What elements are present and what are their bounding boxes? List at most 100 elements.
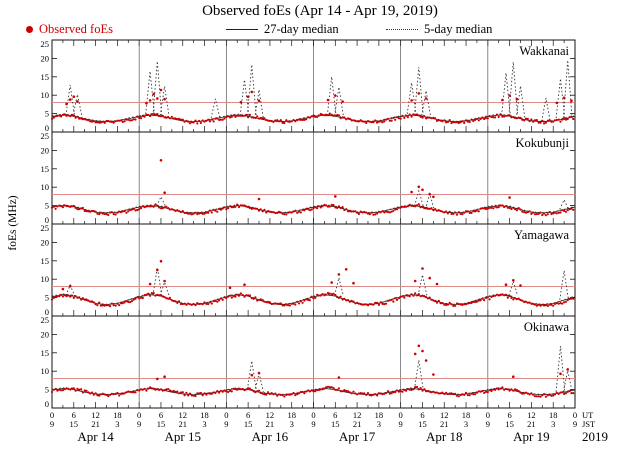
- observed-spike-dot: [148, 99, 152, 102]
- day-label: Apr 14: [77, 429, 114, 444]
- jst-tick-label: 9: [486, 419, 490, 429]
- ut-tick-label: 0: [311, 410, 315, 420]
- median5-spike: [210, 98, 221, 119]
- day-label: Apr 17: [339, 429, 376, 444]
- ut-tick-label: 12: [266, 410, 275, 420]
- y-tick-label: 20: [41, 237, 50, 247]
- jst-tick-label: 15: [70, 419, 79, 429]
- median5-spike: [152, 61, 163, 116]
- median5-spike: [254, 373, 264, 392]
- observed-spike-dot: [159, 259, 163, 263]
- observed-spike-dot: [417, 344, 421, 348]
- observed-spike-dot: [156, 97, 159, 100]
- observed-spike-dot: [341, 100, 344, 103]
- solid-line-icon: [226, 29, 258, 30]
- median5-spike: [559, 270, 569, 300]
- x-axis-labels: 0961512211830961512211830961512211830961…: [50, 410, 608, 444]
- observed-spike-dot: [145, 102, 148, 105]
- observed-spike-dot: [562, 96, 566, 100]
- y-tick-label: 15: [41, 348, 50, 358]
- jst-tick-label: 21: [91, 419, 100, 429]
- legend-observed-label: Observed foEs: [39, 22, 113, 36]
- y-tick-label: 10: [41, 182, 50, 192]
- jst-tick-label: 3: [202, 419, 206, 429]
- ut-tick-label: 18: [375, 410, 384, 420]
- observed-spike-dot: [239, 100, 243, 104]
- jst-tick-label: 9: [224, 419, 228, 429]
- y-tick-label: 0: [45, 399, 49, 409]
- observed-spike-dot: [417, 185, 421, 189]
- observed-spike-dot: [424, 359, 428, 362]
- observed-spike-dot: [152, 92, 155, 96]
- y-tick-label: 15: [41, 256, 50, 266]
- ut-tick-label: 18: [462, 410, 471, 420]
- ut-tick-label: 6: [508, 410, 512, 420]
- legend-median5-label: 5-day median: [424, 22, 493, 36]
- observed-spike-dot: [421, 267, 424, 270]
- median5-line: [51, 293, 576, 305]
- observed-spike-dot: [337, 273, 341, 276]
- median5-spike: [246, 64, 257, 116]
- jst-tick-label: 9: [399, 419, 403, 429]
- observed-spike-dot: [250, 373, 254, 377]
- ut-tick-label: 0: [224, 410, 228, 420]
- observed-dot-icon: [26, 26, 33, 33]
- observed-spike-dot: [424, 97, 428, 100]
- ut-tick-label: 18: [549, 410, 558, 420]
- observed-spike-dot: [163, 375, 166, 379]
- y-tick-label: 5: [45, 109, 49, 119]
- y-tick-label: 5: [45, 293, 49, 303]
- observed-spike-dot: [417, 92, 421, 95]
- jst-tick-label: 3: [290, 419, 294, 429]
- observed-spike-dot: [326, 98, 330, 102]
- observed-spike-dot: [68, 284, 72, 288]
- ut-tick-label: 6: [159, 410, 163, 420]
- jst-tick-label: 15: [505, 419, 514, 429]
- observed-spike-dot: [515, 97, 519, 101]
- observed-spike-dot: [330, 281, 334, 284]
- median5-spike: [417, 274, 428, 296]
- observed-spike-dot: [421, 349, 424, 353]
- y-tick-label: 15: [41, 72, 50, 82]
- median5-spike: [562, 60, 573, 119]
- observed-spike-dot: [555, 101, 559, 105]
- observed-spike-dot: [156, 268, 159, 272]
- y-tick-label: 20: [41, 53, 50, 63]
- panel-okinawa: 0 5 10 15 20 25 Okinawa: [41, 315, 576, 409]
- ut-tick-label: 6: [246, 410, 250, 420]
- median5-line: [51, 387, 576, 395]
- median5-spike: [414, 67, 424, 116]
- jst-tick-label: 21: [440, 419, 449, 429]
- y-tick-label: 10: [41, 366, 50, 376]
- observed-spike-dot: [250, 90, 254, 94]
- observed-spike-dot: [159, 88, 163, 92]
- median5-spike: [414, 360, 424, 390]
- observed-dots: [50, 344, 575, 398]
- observed-spike-dot: [428, 192, 432, 196]
- station-label: Yamagawa: [514, 228, 569, 242]
- observed-spike-dot: [559, 372, 562, 376]
- ut-tick-label: 0: [137, 410, 141, 420]
- median5-spike: [562, 370, 573, 392]
- ut-tick-label: 18: [287, 410, 296, 420]
- station-label: Wakkanai: [519, 44, 569, 58]
- jst-unit-label: JST: [582, 419, 596, 429]
- observed-spike-dot: [257, 99, 261, 102]
- station-label: Okinawa: [524, 320, 570, 334]
- year-label: 2019: [582, 429, 608, 444]
- observed-spike-dot: [257, 197, 261, 201]
- observed-spike-dot: [508, 94, 511, 97]
- ut-tick-label: 12: [353, 410, 362, 420]
- legend-item-observed: Observed foEs: [26, 22, 113, 37]
- y-tick-label: 25: [41, 39, 50, 49]
- y-tick-label: 20: [41, 329, 50, 339]
- median5-spike: [159, 280, 170, 296]
- observed-spike-dot: [163, 97, 166, 101]
- jst-tick-label: 21: [266, 419, 275, 429]
- median5-spike: [421, 90, 431, 116]
- y-tick-label: 5: [45, 201, 49, 211]
- median5-spike: [159, 86, 170, 116]
- y-tick-label: 25: [41, 223, 50, 233]
- median5-spike: [145, 71, 155, 115]
